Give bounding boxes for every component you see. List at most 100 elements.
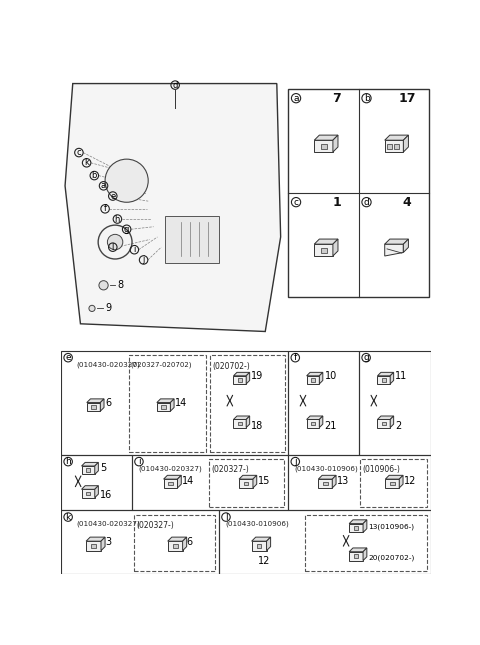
Text: (010430-020327): (010430-020327) bbox=[77, 521, 140, 528]
Circle shape bbox=[108, 234, 123, 250]
Polygon shape bbox=[399, 475, 403, 488]
Polygon shape bbox=[390, 416, 394, 428]
Polygon shape bbox=[86, 541, 101, 551]
Text: 18: 18 bbox=[252, 421, 264, 431]
Bar bbox=[354, 526, 358, 530]
Polygon shape bbox=[307, 376, 319, 384]
Text: 8: 8 bbox=[118, 281, 123, 290]
Text: 5: 5 bbox=[100, 463, 106, 473]
Polygon shape bbox=[170, 399, 174, 412]
Polygon shape bbox=[164, 479, 178, 488]
Polygon shape bbox=[252, 537, 271, 541]
Text: j: j bbox=[143, 255, 145, 264]
Polygon shape bbox=[349, 551, 363, 561]
Bar bbox=[394, 144, 399, 148]
Text: e: e bbox=[65, 353, 71, 362]
Polygon shape bbox=[349, 520, 367, 524]
Polygon shape bbox=[377, 419, 390, 428]
Polygon shape bbox=[314, 135, 338, 140]
Bar bbox=[257, 544, 262, 548]
Text: f: f bbox=[294, 353, 297, 362]
Bar bbox=[161, 405, 166, 409]
Text: g: g bbox=[124, 224, 129, 233]
Polygon shape bbox=[168, 537, 187, 541]
Polygon shape bbox=[384, 140, 403, 152]
Text: k: k bbox=[84, 158, 89, 167]
Text: l: l bbox=[225, 513, 228, 522]
Text: (010906-): (010906-) bbox=[362, 466, 400, 475]
Text: b: b bbox=[92, 171, 97, 180]
Bar bbox=[91, 544, 96, 548]
Text: h: h bbox=[65, 457, 71, 466]
Circle shape bbox=[105, 159, 148, 203]
Polygon shape bbox=[403, 135, 408, 152]
Bar bbox=[209, 459, 285, 507]
Text: (020327-): (020327-) bbox=[211, 466, 249, 475]
Text: l: l bbox=[112, 243, 114, 252]
Polygon shape bbox=[239, 479, 253, 488]
Text: b: b bbox=[364, 94, 370, 103]
Bar bbox=[134, 515, 215, 571]
Text: d: d bbox=[172, 81, 178, 90]
Bar bbox=[244, 482, 248, 486]
Bar bbox=[219, 510, 431, 574]
Polygon shape bbox=[384, 239, 408, 244]
Polygon shape bbox=[377, 372, 394, 376]
Polygon shape bbox=[82, 466, 95, 475]
Polygon shape bbox=[385, 475, 403, 479]
Polygon shape bbox=[332, 475, 336, 488]
Circle shape bbox=[89, 305, 95, 312]
Polygon shape bbox=[314, 244, 333, 256]
Bar bbox=[238, 378, 242, 382]
Text: 3: 3 bbox=[105, 537, 111, 547]
Polygon shape bbox=[87, 399, 104, 402]
Text: d: d bbox=[364, 197, 370, 206]
Bar bbox=[129, 355, 206, 452]
Text: 7: 7 bbox=[333, 92, 341, 104]
Polygon shape bbox=[82, 490, 95, 498]
Bar bbox=[387, 144, 392, 148]
Polygon shape bbox=[86, 537, 105, 541]
Text: 21: 21 bbox=[324, 421, 337, 431]
Text: h: h bbox=[115, 215, 120, 224]
Text: c: c bbox=[77, 148, 81, 157]
Text: 16: 16 bbox=[100, 490, 112, 500]
Bar bbox=[91, 405, 96, 409]
Polygon shape bbox=[307, 419, 319, 428]
Text: (010430-010906): (010430-010906) bbox=[225, 521, 289, 528]
Polygon shape bbox=[65, 84, 281, 332]
Polygon shape bbox=[246, 372, 250, 384]
Bar bbox=[210, 355, 285, 452]
Polygon shape bbox=[333, 239, 338, 256]
Bar bbox=[288, 351, 359, 455]
Text: (020327-): (020327-) bbox=[137, 521, 174, 530]
Text: 14: 14 bbox=[182, 476, 194, 486]
Bar bbox=[323, 482, 327, 486]
Text: (020327-020702): (020327-020702) bbox=[131, 362, 192, 368]
Polygon shape bbox=[246, 416, 250, 428]
Polygon shape bbox=[307, 372, 323, 376]
Polygon shape bbox=[157, 402, 170, 412]
Polygon shape bbox=[178, 475, 181, 488]
Text: c: c bbox=[294, 197, 299, 206]
Text: (010430-020327): (010430-020327) bbox=[77, 362, 140, 368]
Polygon shape bbox=[319, 372, 323, 384]
Polygon shape bbox=[403, 239, 408, 252]
Bar bbox=[321, 248, 326, 253]
Polygon shape bbox=[318, 479, 332, 488]
Polygon shape bbox=[363, 520, 367, 533]
Polygon shape bbox=[318, 475, 336, 479]
Bar bbox=[61, 510, 219, 574]
Bar bbox=[173, 544, 178, 548]
Polygon shape bbox=[87, 402, 100, 412]
Bar bbox=[165, 216, 219, 263]
Bar bbox=[61, 455, 132, 510]
Text: 12: 12 bbox=[404, 476, 416, 486]
Bar bbox=[86, 468, 90, 472]
Text: 19: 19 bbox=[252, 371, 264, 381]
Polygon shape bbox=[182, 537, 187, 551]
Bar bbox=[288, 455, 431, 510]
Bar bbox=[390, 482, 395, 486]
Polygon shape bbox=[363, 548, 367, 561]
Polygon shape bbox=[319, 416, 323, 428]
